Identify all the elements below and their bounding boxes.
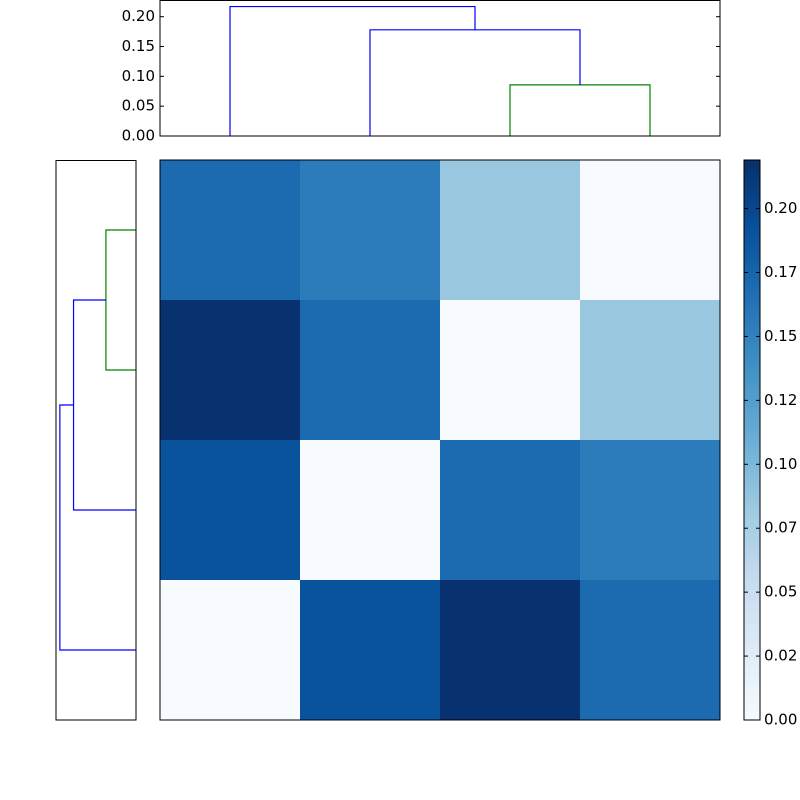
colorbar-tick-label: 0.20 bbox=[764, 199, 797, 217]
colorbar-tick-label: 0.00 bbox=[764, 711, 797, 729]
colorbar-tick-label: 0.15 bbox=[764, 327, 797, 345]
heatmap-cell bbox=[160, 160, 301, 301]
heatmap-cell bbox=[580, 440, 721, 581]
colorbar bbox=[743, 159, 761, 721]
heatmap-cell bbox=[580, 300, 721, 441]
colorbar-tick-label: 0.17 bbox=[764, 263, 797, 281]
dendrogram-link bbox=[229, 5, 476, 136]
colorbar-tick-label: 0.10 bbox=[764, 455, 797, 473]
y-tick-label: 0.20 bbox=[122, 7, 155, 25]
dendrogram-link bbox=[509, 84, 651, 136]
y-tick-label: 0.15 bbox=[122, 37, 155, 55]
colorbar-tick-label: 0.12 bbox=[764, 391, 797, 409]
y-tick-label: 0.05 bbox=[122, 97, 155, 115]
heatmap-cell bbox=[160, 440, 301, 581]
y-tick-label: 0.10 bbox=[122, 67, 155, 85]
heatmap-cell bbox=[300, 580, 441, 721]
heatmap-cell bbox=[160, 580, 301, 721]
y-tick-label: 0.00 bbox=[122, 127, 155, 145]
dendrogram-link bbox=[369, 29, 581, 136]
colorbar-tick-label: 0.02 bbox=[764, 647, 797, 665]
heatmap-cell bbox=[300, 440, 441, 581]
heatmap-cell bbox=[300, 300, 441, 441]
heatmap-cell bbox=[440, 440, 581, 581]
dendrogram-link bbox=[72, 299, 136, 511]
heatmap-cell bbox=[440, 160, 581, 301]
heatmap-cell bbox=[440, 580, 581, 721]
heatmap-cell bbox=[160, 300, 301, 441]
axes-frame bbox=[55, 160, 137, 721]
heatmap-cell bbox=[440, 300, 581, 441]
axes-frame bbox=[159, 0, 721, 137]
heatmap-cell bbox=[580, 160, 721, 301]
heatmap-cell bbox=[580, 580, 721, 721]
dendrogram-link bbox=[105, 229, 136, 371]
axes-frame bbox=[159, 159, 721, 721]
colorbar-tick-label: 0.05 bbox=[764, 583, 797, 601]
colorbar-tick-label: 0.07 bbox=[764, 519, 797, 537]
heatmap-cell bbox=[300, 160, 441, 301]
dendrogram-link bbox=[59, 404, 136, 651]
